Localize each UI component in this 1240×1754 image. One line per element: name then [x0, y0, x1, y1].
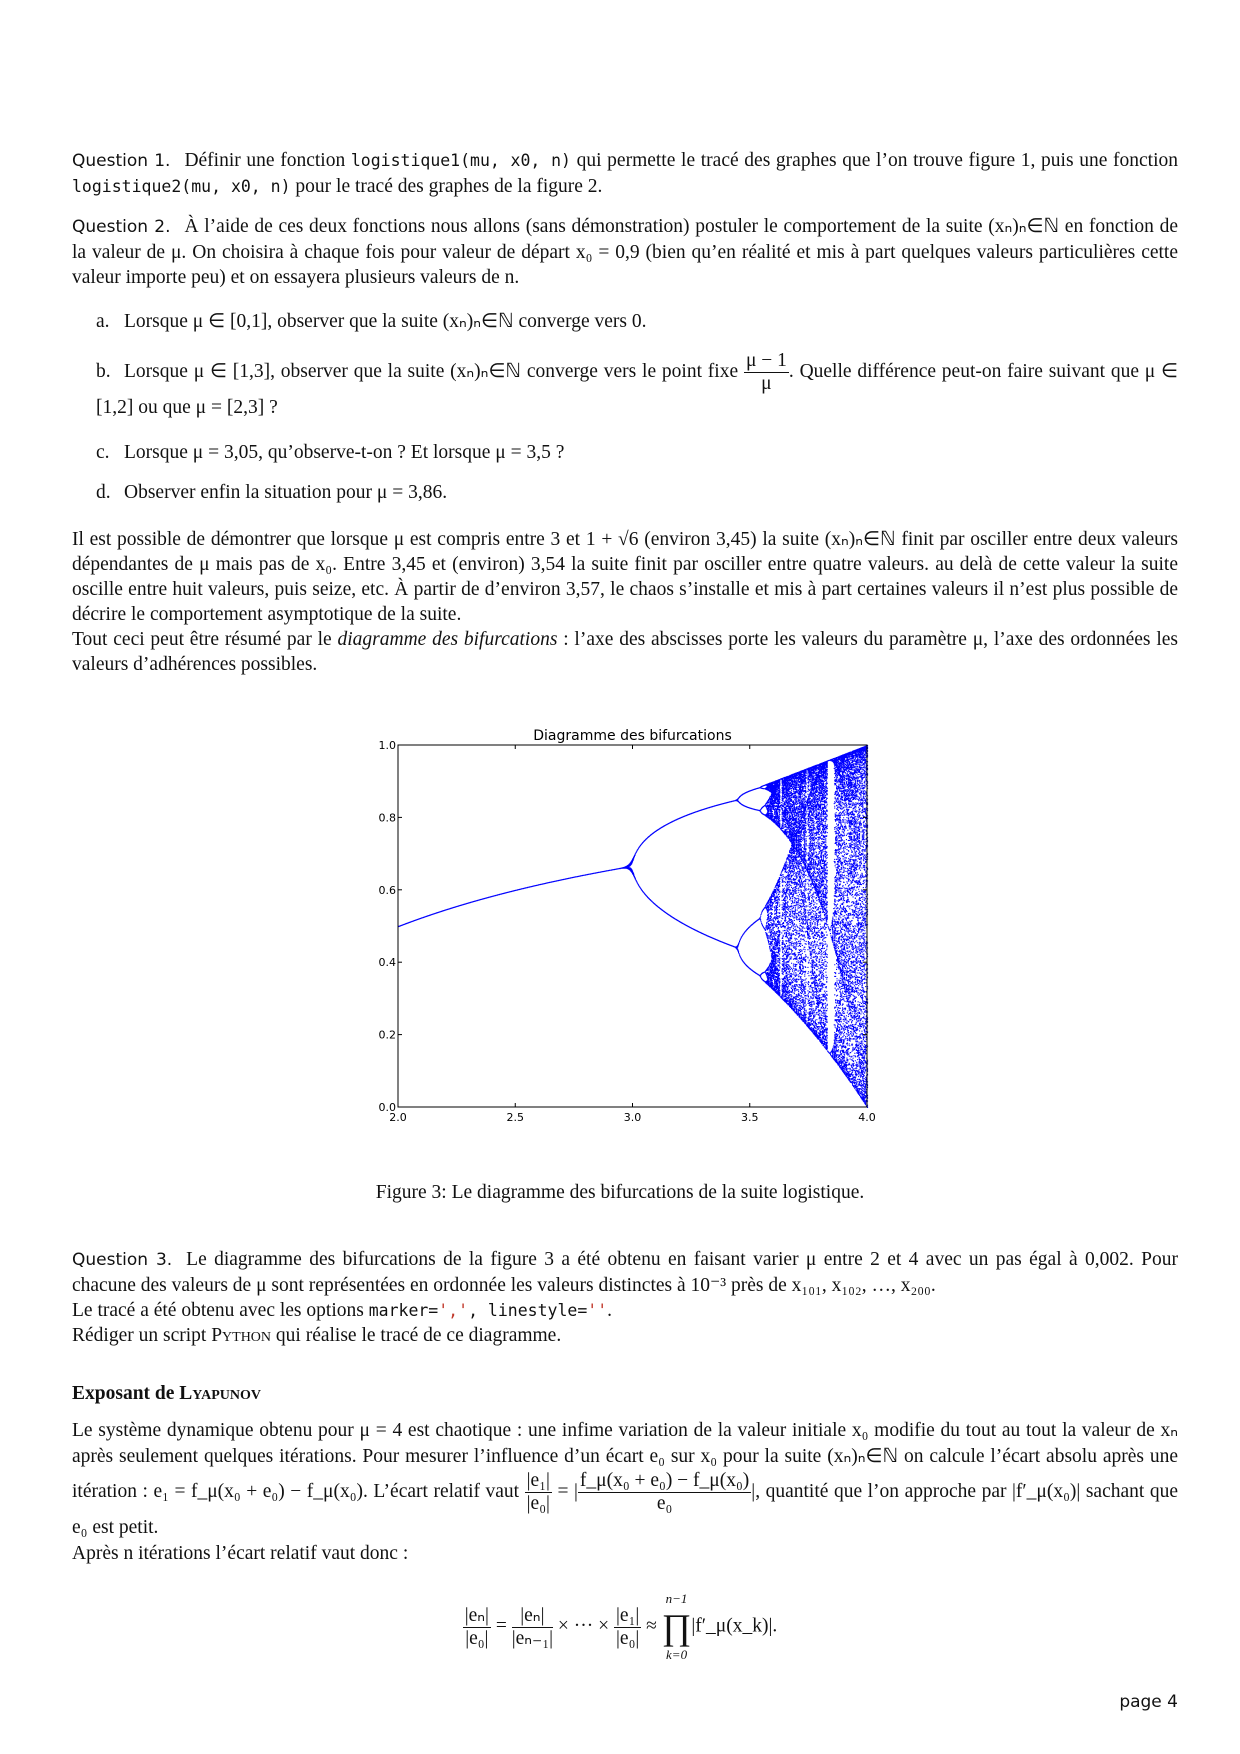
- lower-bound: k=0: [666, 1647, 688, 1662]
- numerator: |e₁|: [614, 1604, 642, 1628]
- y-tick-label: 1.0: [379, 739, 397, 752]
- text: Observer enfin la situation pour μ = 3,8…: [124, 482, 448, 503]
- paragraph-lyapunov: Le système dynamique obtenu pour μ = 4 e…: [72, 1420, 1179, 1564]
- text: pour le tracé des graphes de la figure 2…: [290, 176, 603, 197]
- text: Lorsque μ ∈ [1,3], observer que la suite…: [124, 360, 739, 382]
- product-operator: n−1 ∏ k=0: [662, 1590, 692, 1664]
- text: : l’axe des abscisses porte les valeurs …: [72, 629, 1178, 675]
- denominator: |eₙ₋₁|: [511, 1627, 554, 1649]
- list-item-c: c. Lorsque μ = 3,05, qu’observe-t-on ? Et…: [96, 440, 1178, 465]
- bifurcation-chart: Diagramme des bifurcations 2.0 2.5 3.0 3.5 4.…: [379, 728, 876, 1124]
- text: Le diagramme des bifurcations de la figu…: [72, 1249, 1178, 1296]
- question-label: Question 1.: [72, 151, 171, 171]
- denominator: |e₀|: [526, 1493, 550, 1514]
- heading-text: Lyapunov: [179, 1383, 261, 1404]
- text: Tout ceci peut être résumé par le: [72, 629, 338, 650]
- text: . Quelle différence peut-on faire suivan…: [96, 360, 1179, 418]
- code: logistique2(mu, x0, n): [72, 177, 291, 196]
- question-label: Question 2.: [72, 217, 171, 237]
- code: logistique1(mu, x0, n): [350, 151, 571, 170]
- question-1: Question 1. Définir une fonction logistiq…: [72, 148, 1178, 199]
- code: , linestyle=: [468, 1301, 588, 1320]
- text: Le système dynamique obtenu pour μ = 4 e…: [72, 1420, 1178, 1502]
- bifurcation-points: [398, 745, 869, 1108]
- numerator: |eₙ|: [511, 1605, 554, 1628]
- fraction: |eₙ| |eₙ₋₁|: [511, 1605, 554, 1650]
- question-3: Question 3. Le diagramme des bifurcations…: [72, 1247, 1178, 1348]
- list-item-a: a. Lorsque μ ∈ [0,1], observer que la sui…: [96, 309, 1178, 334]
- text: .: [607, 1300, 613, 1321]
- y-tick-label: 0.6: [379, 884, 397, 897]
- text: Définir une fonction: [184, 150, 351, 171]
- y-tick-label: 0.4: [379, 956, 397, 969]
- text: qui permette le tracé des graphes que l’…: [570, 150, 1178, 171]
- numerator: |e₁|: [524, 1470, 552, 1493]
- text: Après n itérations l’écart relatif vaut …: [72, 1543, 409, 1564]
- numerator: μ − 1: [743, 350, 789, 373]
- x-tick-label: 3.5: [741, 1111, 759, 1124]
- denominator: |e₀|: [616, 1627, 640, 1649]
- x-tick-label: 3.0: [624, 1111, 642, 1124]
- text: ≈: [646, 1615, 657, 1637]
- text: , quantité que l’on approche par |f′_μ(x…: [72, 1480, 1179, 1538]
- numerator: f_μ(x₀ + e₀) − f_μ(x₀): [577, 1470, 752, 1493]
- paragraph-chaos: Il est possible de démontrer que lorsque…: [72, 527, 1178, 677]
- denominator: e₀: [656, 1493, 673, 1514]
- denominator: |e₀|: [465, 1627, 489, 1649]
- text: Rédiger un script: [72, 1325, 212, 1346]
- x-tick-label: 4.0: [858, 1111, 876, 1124]
- product-symbol: ∏: [661, 1607, 692, 1647]
- fraction: |eₙ| |e₀|: [462, 1604, 491, 1650]
- code: marker=: [368, 1301, 439, 1320]
- text: Python: [211, 1325, 272, 1346]
- upper-bound: n−1: [665, 1591, 688, 1606]
- question-label: Question 3.: [72, 1250, 173, 1270]
- fraction: f_μ(x₀ + e₀) − f_μ(x₀) e₀: [577, 1470, 752, 1515]
- question-2: Question 2. À l’aide de ces deux fonction…: [72, 214, 1178, 290]
- item-label: b.: [96, 360, 111, 382]
- text: À l’aide de ces deux fonctions nous allo…: [72, 216, 1178, 288]
- text: Il est possible de démontrer que lorsque…: [72, 529, 1178, 625]
- text: Lorsque μ ∈ [0,1], observer que la suite…: [124, 311, 647, 332]
- code-string: '': [587, 1301, 608, 1320]
- fraction: |e₁| |e₀|: [524, 1470, 552, 1515]
- y-tick-label: 0.8: [379, 811, 397, 824]
- section-heading: Exposant de Lyapunov: [72, 1381, 1178, 1406]
- x-tick-label: 2.0: [389, 1111, 407, 1124]
- text: Le tracé a été obtenu avec les options: [72, 1300, 369, 1321]
- display-equation: |eₙ| |e₀| = |eₙ| |eₙ₋₁| × ··· × |e₁| |e₀| ≈…: [462, 1590, 778, 1664]
- item-label: a.: [96, 311, 110, 332]
- chart-title: Diagramme des bifurcations: [533, 728, 731, 744]
- list-item-b: b. Lorsque μ ∈ [1,3], observer que la sui…: [96, 350, 1178, 420]
- text: qui réalise le tracé de ce diagramme.: [271, 1325, 562, 1346]
- fraction: |e₁| |e₀|: [614, 1604, 642, 1650]
- text: |f′_μ(x_k)|.: [691, 1615, 778, 1637]
- item-label: c.: [96, 442, 110, 463]
- page-number: page 4: [1119, 1692, 1178, 1712]
- item-label: d.: [96, 482, 111, 503]
- denominator: μ: [761, 373, 772, 394]
- text: =: [551, 1480, 574, 1502]
- y-tick-label: 0.0: [379, 1101, 397, 1114]
- numerator: |eₙ|: [462, 1604, 491, 1628]
- code-string: ',': [438, 1301, 469, 1320]
- list-item-d: d. Observer enfin la situation pour μ = 3…: [96, 480, 1178, 505]
- x-tick-label: 2.5: [507, 1111, 525, 1124]
- heading-text: Exposant de: [72, 1383, 180, 1404]
- text: × ··· ×: [557, 1615, 610, 1637]
- y-tick-label: 0.2: [379, 1029, 397, 1042]
- figure-caption: Figure 3: Le diagramme des bifurcations …: [375, 1182, 865, 1203]
- text: Lorsque μ = 3,05, qu’observe-t-on ? Et l…: [124, 442, 565, 463]
- emphasis: diagramme des bifurcations: [337, 629, 558, 650]
